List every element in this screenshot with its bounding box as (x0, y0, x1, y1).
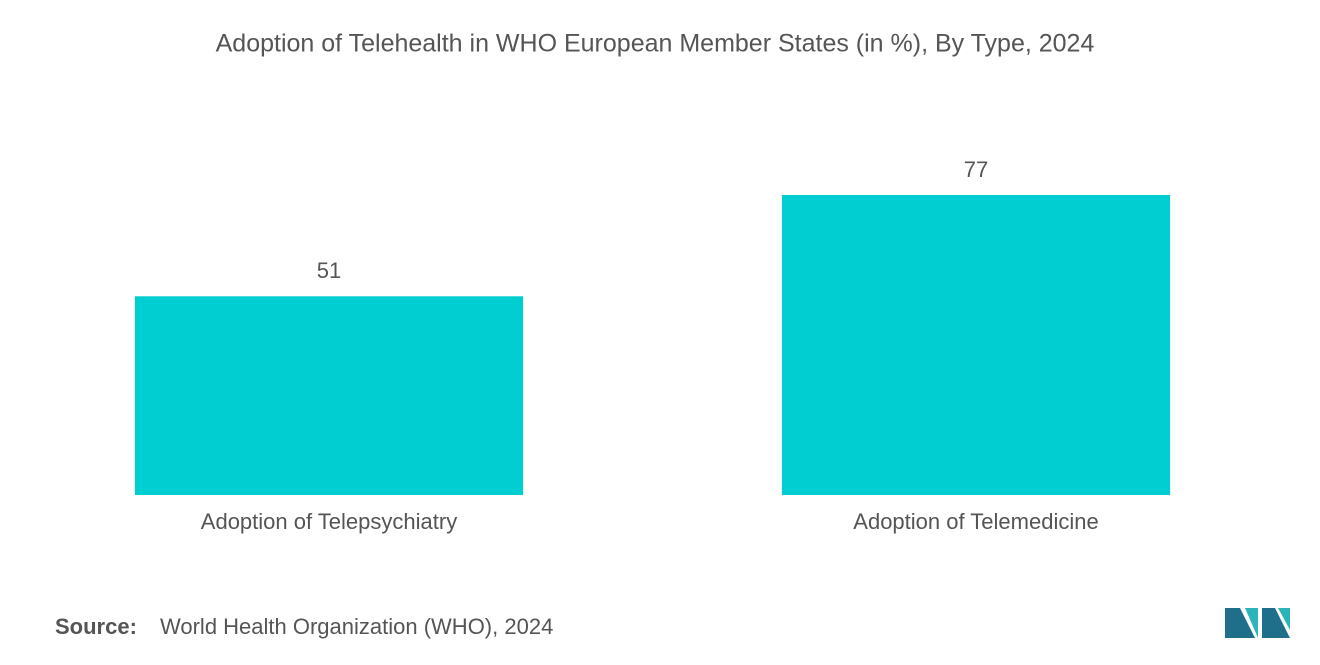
bar (781, 195, 1171, 495)
logo-part (1245, 608, 1258, 638)
source-label: Source: (55, 614, 137, 639)
logo-part (1278, 608, 1290, 630)
chart-title: Adoption of Telehealth in WHO European M… (216, 30, 1095, 58)
data-label: 77 (964, 157, 988, 182)
x-tick-label: Adoption of Telemedicine (853, 509, 1098, 534)
source-text: World Health Organization (WHO), 2024 (160, 614, 553, 639)
logo-part (1262, 608, 1290, 638)
logo-part (1225, 608, 1255, 638)
data-label: 51 (317, 258, 341, 283)
logo (1225, 608, 1290, 638)
bar (134, 296, 524, 495)
x-tick-label: Adoption of Telepsychiatry (201, 509, 457, 534)
